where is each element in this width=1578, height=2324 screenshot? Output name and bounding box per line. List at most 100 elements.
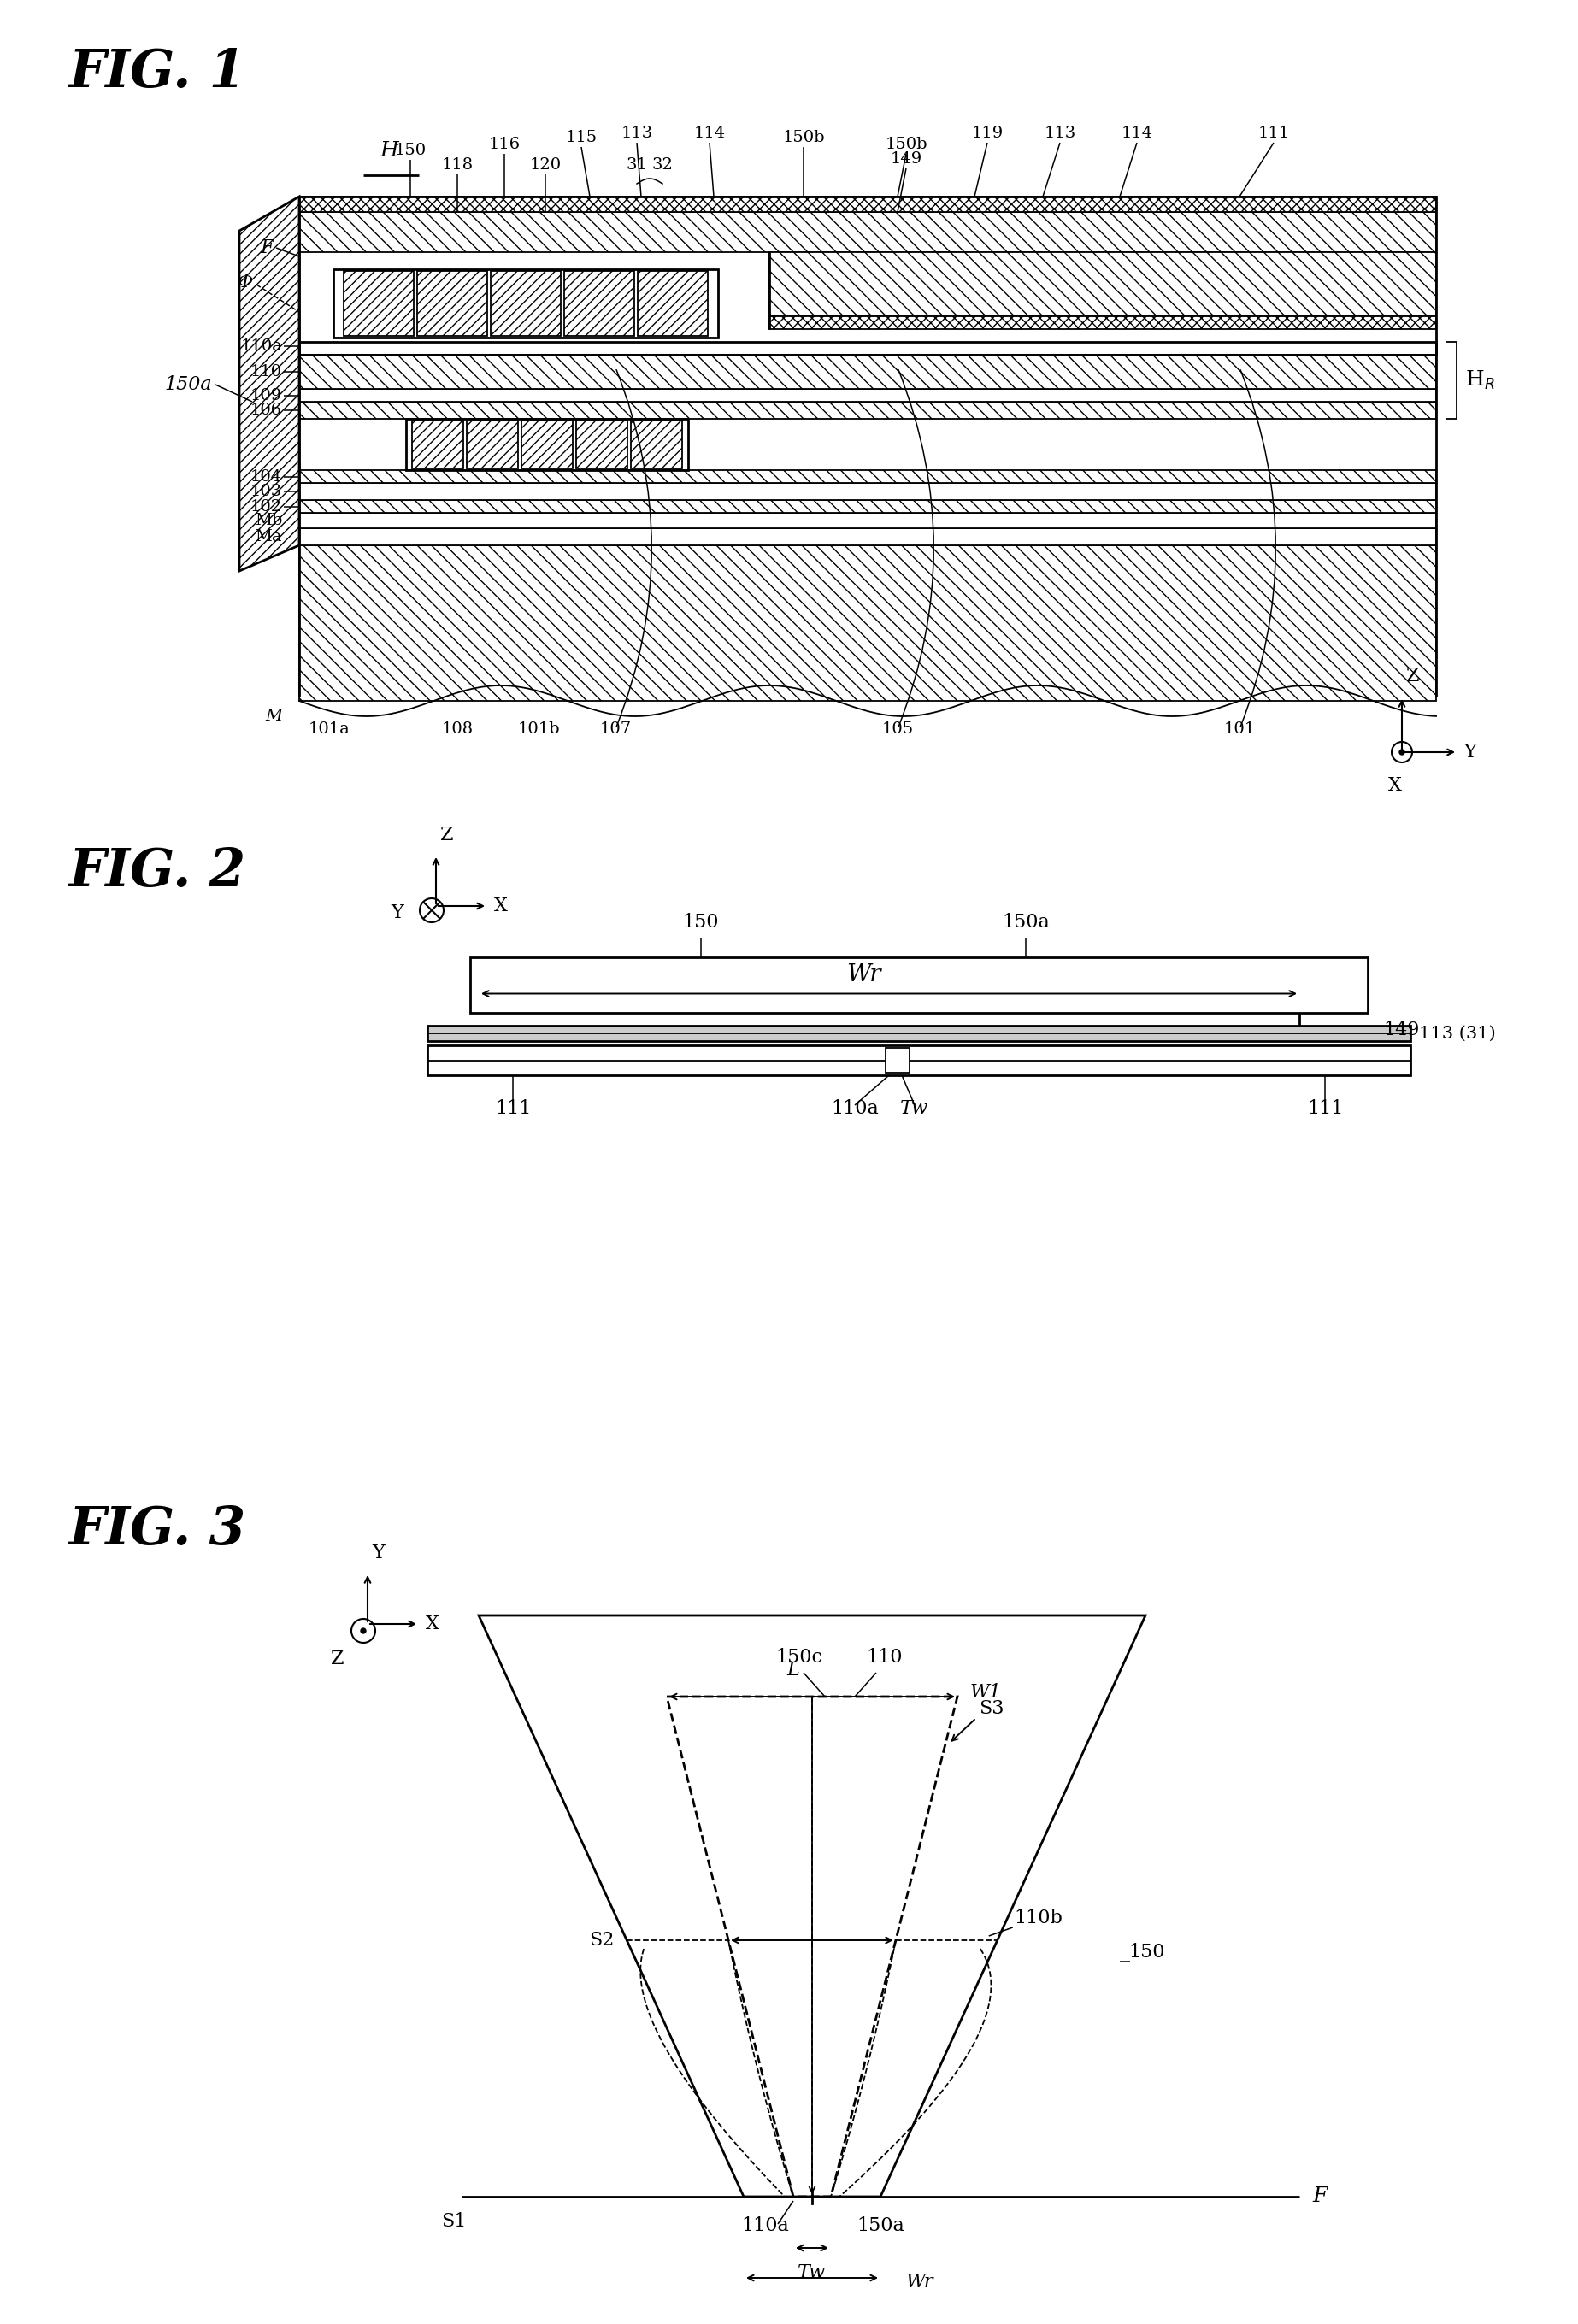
Bar [631,421,682,469]
Text: F: F [1313,2187,1327,2205]
Text: FIG. 1: FIG. 1 [68,46,246,98]
Text: S3: S3 [978,1699,1004,1717]
Text: FIG. 2: FIG. 2 [68,846,246,897]
Text: X: X [494,897,508,916]
Text: Mb: Mb [254,514,282,528]
Text: Ma: Ma [256,530,282,544]
Text: S1: S1 [440,2212,466,2231]
Text: 110: 110 [251,365,282,379]
Circle shape [1400,751,1404,755]
Text: 150a: 150a [164,374,211,395]
Bar [300,342,1436,356]
Bar [300,500,1436,514]
Text: 111: 111 [1307,1099,1343,1118]
Text: 106: 106 [251,402,282,418]
Text: 116: 116 [489,137,521,151]
Text: 113 (31): 113 (31) [1419,1025,1496,1041]
Text: Wr: Wr [906,2273,934,2291]
Text: 108: 108 [442,720,473,737]
Bar [521,421,573,469]
Text: 150: 150 [683,913,720,932]
Text: 101: 101 [1223,720,1256,737]
Text: 102: 102 [251,500,282,514]
Text: 101b: 101b [518,720,560,737]
Bar [300,211,1436,251]
Text: 110a: 110a [832,1099,879,1118]
Text: 111: 111 [495,1099,532,1118]
Text: H$_R$: H$_R$ [1464,370,1494,390]
Text: 150: 150 [1128,1943,1165,1961]
Bar [300,546,1436,702]
Bar [428,1025,1411,1041]
Text: 111: 111 [1258,125,1289,142]
Text: 110a: 110a [240,339,282,353]
Text: Tw: Tw [901,1099,929,1118]
Bar [300,402,1436,418]
Bar [344,272,413,337]
Polygon shape [240,198,300,572]
Bar [770,251,1436,316]
Text: 118: 118 [442,158,473,172]
Text: Z: Z [331,1650,344,1669]
Text: 113: 113 [1045,125,1076,142]
Bar [885,1048,909,1074]
Bar [300,388,1436,402]
Bar [576,421,628,469]
Text: 115: 115 [565,130,596,146]
Text: 104: 104 [251,469,282,486]
Text: L: L [786,1662,798,1680]
Bar [300,198,1436,356]
Bar [300,198,1436,211]
Text: 150a: 150a [857,2217,904,2236]
Circle shape [361,1629,366,1634]
Text: 150: 150 [394,142,426,158]
Bar [417,272,488,337]
Bar [300,356,1436,388]
Text: 114: 114 [1120,125,1154,142]
Text: 120: 120 [530,158,562,172]
Text: Φ: Φ [237,272,252,290]
Text: 149: 149 [890,151,922,167]
Text: 150a: 150a [1002,913,1049,932]
Bar [300,469,1436,483]
Bar [333,270,718,337]
Text: 103: 103 [251,483,282,500]
Text: Z: Z [440,825,453,844]
Text: X: X [1389,776,1401,795]
Text: Z: Z [1406,667,1420,686]
Text: Wr: Wr [846,962,881,985]
Text: 110: 110 [866,1648,903,1666]
Bar [638,272,709,337]
Text: Y: Y [391,904,404,923]
Text: X: X [426,1615,439,1634]
Text: M: M [265,709,282,725]
Text: W1: W1 [970,1683,1002,1701]
Bar [428,1046,1411,1076]
Text: 119: 119 [972,125,1004,142]
Text: 150b: 150b [885,137,928,151]
Text: Y: Y [372,1543,385,1562]
Text: F: F [260,239,273,258]
Text: FIG. 3: FIG. 3 [68,1504,246,1555]
Bar [770,316,1436,330]
Bar [300,528,1436,546]
Text: 150c: 150c [776,1648,822,1666]
Polygon shape [478,1615,1146,2196]
Text: 105: 105 [882,720,914,737]
Text: Y: Y [1463,744,1475,762]
Text: 113: 113 [620,125,653,142]
Bar [406,418,688,469]
Text: 150b: 150b [783,130,825,146]
Bar [491,272,560,337]
Text: 107: 107 [600,720,631,737]
Text: 31: 31 [626,158,647,172]
Text: H: H [380,142,398,160]
Text: Tw: Tw [798,2264,827,2282]
Bar [300,514,1436,528]
Text: 149: 149 [1382,1020,1419,1039]
Bar [412,421,464,469]
Text: 114: 114 [694,125,726,142]
Bar [300,483,1436,500]
Text: 109: 109 [251,388,282,404]
Text: 101a: 101a [308,720,350,737]
